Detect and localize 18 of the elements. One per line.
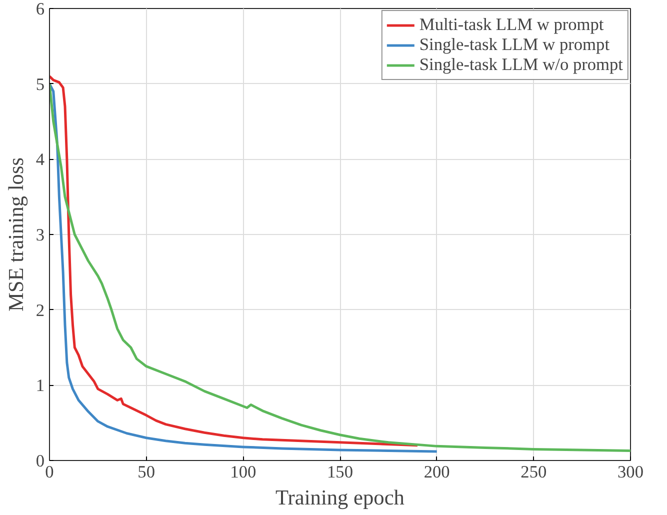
legend-label: Single-task LLM w/o prompt — [419, 55, 623, 75]
x-tick-label: 300 — [618, 462, 644, 482]
y-tick-label: 5 — [36, 74, 45, 94]
y-tick-label: 4 — [36, 150, 45, 170]
x-tick-label: 150 — [327, 462, 354, 482]
x-axis-title: Training epoch — [276, 486, 405, 510]
x-tick-label: 200 — [424, 462, 450, 482]
x-tick-label: 50 — [138, 462, 155, 482]
legend-label: Single-task LLM w prompt — [419, 35, 610, 55]
y-tick-label: 6 — [36, 0, 45, 18]
line-series — [50, 82, 630, 452]
x-tick-label: 100 — [230, 462, 256, 482]
y-tick-label: 3 — [36, 226, 45, 244]
y-tick-label: 2 — [36, 300, 45, 320]
legend-label: Multi-task LLM w prompt — [419, 15, 604, 35]
y-tick-label: 1 — [36, 376, 45, 396]
x-tick-label: 250 — [520, 462, 547, 482]
y-axis-title: MSE training loss — [4, 157, 28, 312]
